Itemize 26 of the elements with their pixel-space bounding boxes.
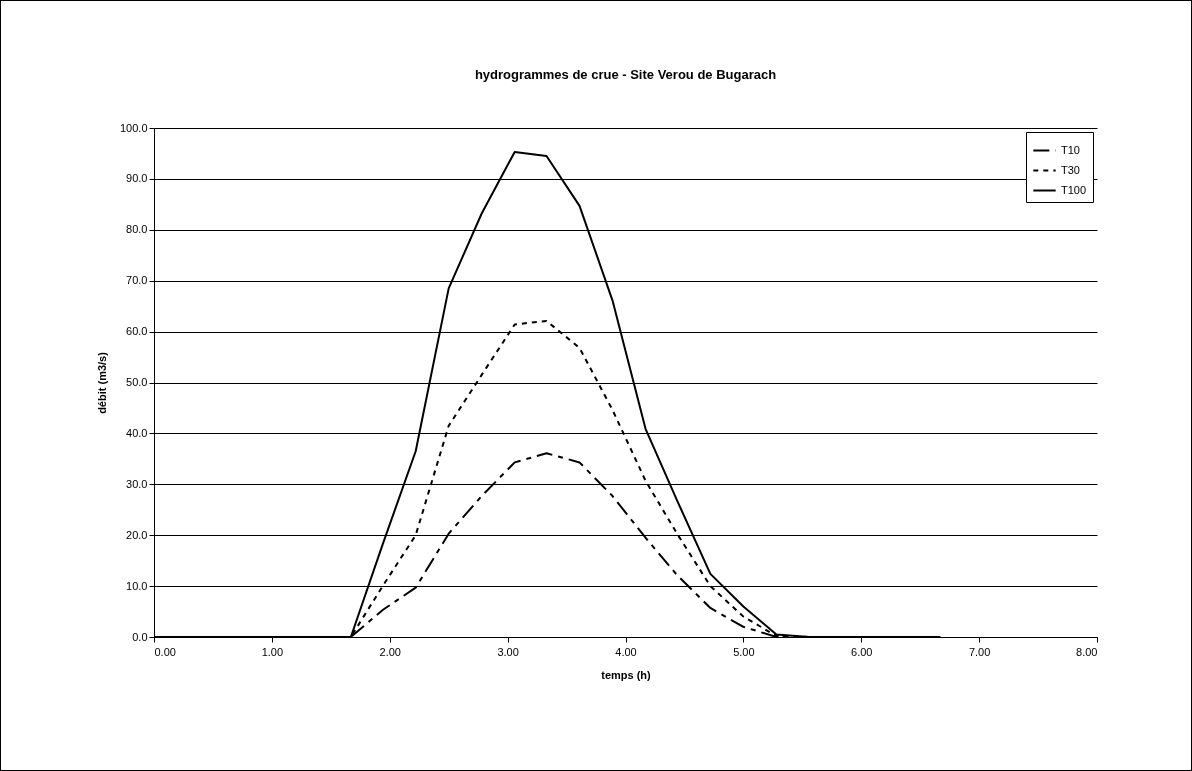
y-tick-label: 0.0 <box>132 630 148 643</box>
x-tick-label: 6.00 <box>851 645 873 658</box>
y-tick-label: 60.0 <box>126 325 148 338</box>
x-tick-label: 4.00 <box>615 645 637 658</box>
legend-label: T30 <box>1061 163 1080 176</box>
legend-label: T100 <box>1061 183 1087 196</box>
x-tick-label: 7.00 <box>968 645 991 658</box>
x-tick-label: 3.00 <box>497 645 519 658</box>
y-tick-label: 10.0 <box>126 579 148 592</box>
y-tick-label: 80.0 <box>126 223 148 236</box>
y-tick-label: 50.0 <box>126 376 148 388</box>
y-tick-label: 70.0 <box>126 274 148 287</box>
chart-title: hydrogrammes de crue - Site Verou de Bugarach <box>474 67 777 82</box>
x-tick-label: 2.00 <box>379 645 401 658</box>
y-tick-label: 20.0 <box>126 528 148 541</box>
x-tick-label: 1.00 <box>261 645 284 658</box>
x-tick-label: 8.00 <box>1076 645 1098 658</box>
x-axis-title: temps (h) <box>601 668 652 681</box>
x-tick-label: 0.00 <box>154 645 176 658</box>
y-tick-label: 100.0 <box>119 121 148 134</box>
y-tick-label: 40.0 <box>126 426 148 439</box>
x-tick-label: 5.00 <box>733 645 755 658</box>
y-tick-label: 90.0 <box>126 172 148 185</box>
y-tick-label: 30.0 <box>126 477 148 490</box>
y-axis-title: débit (m3/s) <box>95 351 108 414</box>
legend-label: T10 <box>1061 143 1080 156</box>
